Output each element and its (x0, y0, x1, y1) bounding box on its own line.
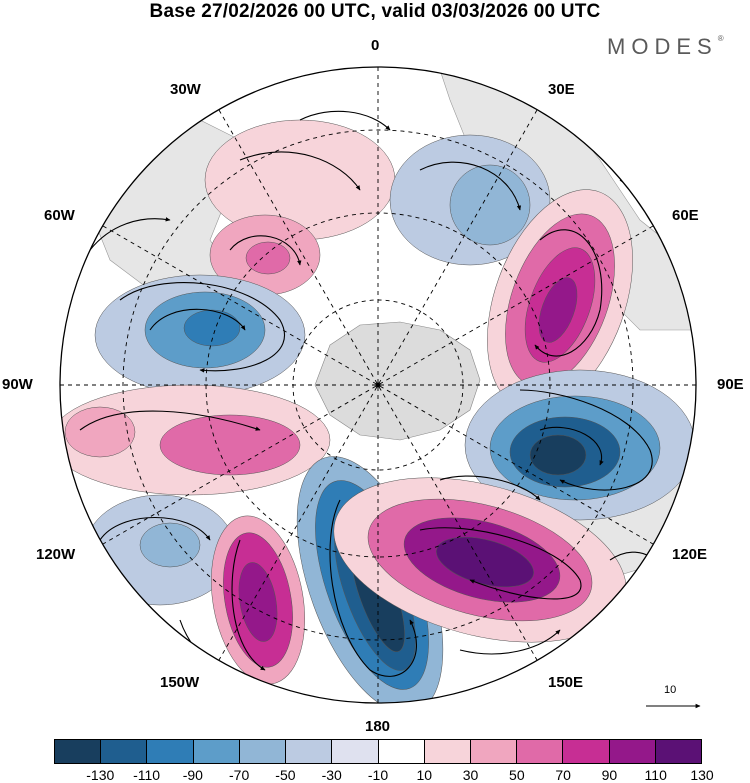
colorbar-tick-label: 90 (601, 767, 618, 783)
positive-anomaly (238, 562, 278, 642)
colorbar-swatch (378, 740, 425, 763)
colorbar-tick-label: -70 (229, 767, 250, 783)
lon-label-0: 0 (371, 37, 380, 54)
lon-label-120e: 120E (672, 546, 708, 563)
colorbar-swatch (517, 740, 564, 763)
colorbar-swatch (147, 740, 194, 763)
south-pole-dot (375, 382, 381, 388)
lon-label-180: 180 (365, 718, 391, 735)
colorbar-tick-label: 50 (509, 767, 525, 783)
colorbar-swatch (55, 740, 102, 763)
lon-label-60e: 60E (672, 207, 699, 224)
colorbar (54, 739, 702, 764)
brand-name: MODES (607, 34, 718, 59)
colorbar-tick-label: 130 (690, 767, 714, 783)
wind-streamlines (79, 110, 682, 691)
colorbar-tick-label: -130 (86, 767, 115, 783)
colorbar-swatch (332, 740, 379, 763)
positive-anomaly (64, 406, 136, 458)
colorbar-tick-label: -30 (321, 767, 342, 783)
anomaly-shading (60, 119, 696, 703)
colorbar-tick-label: -50 (275, 767, 296, 783)
map-boundary (59, 66, 697, 704)
lon-label-150w: 150W (160, 674, 200, 691)
positive-anomaly (159, 414, 301, 476)
lon-label-60w: 60W (44, 207, 75, 224)
negative-anomaly (529, 434, 587, 476)
colorbar-swatch (286, 740, 333, 763)
colorbar-tick-label: 30 (462, 767, 479, 783)
lon-label-150e: 150E (548, 674, 584, 691)
negative-anomaly (449, 164, 531, 246)
colorbar-swatch (424, 740, 471, 763)
colorbar-swatch (470, 740, 518, 763)
modes-logo: MODES® (607, 34, 724, 60)
colorbar-swatch (655, 740, 702, 763)
positive-anomaly (538, 277, 578, 343)
positive-anomaly (245, 241, 291, 275)
colorbar-tick-label: -110 (133, 767, 161, 783)
negative-anomaly (183, 309, 241, 347)
colorbar-tick-label: 110 (644, 767, 667, 783)
colorbar-swatch (193, 740, 240, 763)
reference-vector-label: 10 (664, 684, 677, 696)
antarctica-land (314, 321, 481, 441)
graticule (60, 67, 696, 703)
colorbar-swatch (609, 740, 656, 763)
colorbar-swatch (563, 740, 610, 763)
colorbar-tick-label: -90 (182, 767, 203, 783)
colorbar-tick-label: -10 (367, 767, 389, 783)
colorbar-tick-label: 70 (555, 767, 571, 783)
map-title: Base 27/02/2026 00 UTC, valid 03/03/2026… (149, 1, 601, 22)
lon-label-120w: 120W (36, 546, 76, 563)
lon-label-30e: 30E (548, 81, 575, 98)
colorbar-swatch (239, 740, 287, 763)
registered-mark: ® (717, 34, 724, 43)
colorbar-swatch (101, 740, 148, 763)
negative-anomaly (139, 522, 201, 568)
lon-label-30w: 30W (170, 81, 201, 98)
lon-label-90w: 90W (2, 376, 33, 393)
colorbar-tick-label: 10 (416, 767, 433, 783)
lon-label-90e: 90E (717, 376, 744, 393)
